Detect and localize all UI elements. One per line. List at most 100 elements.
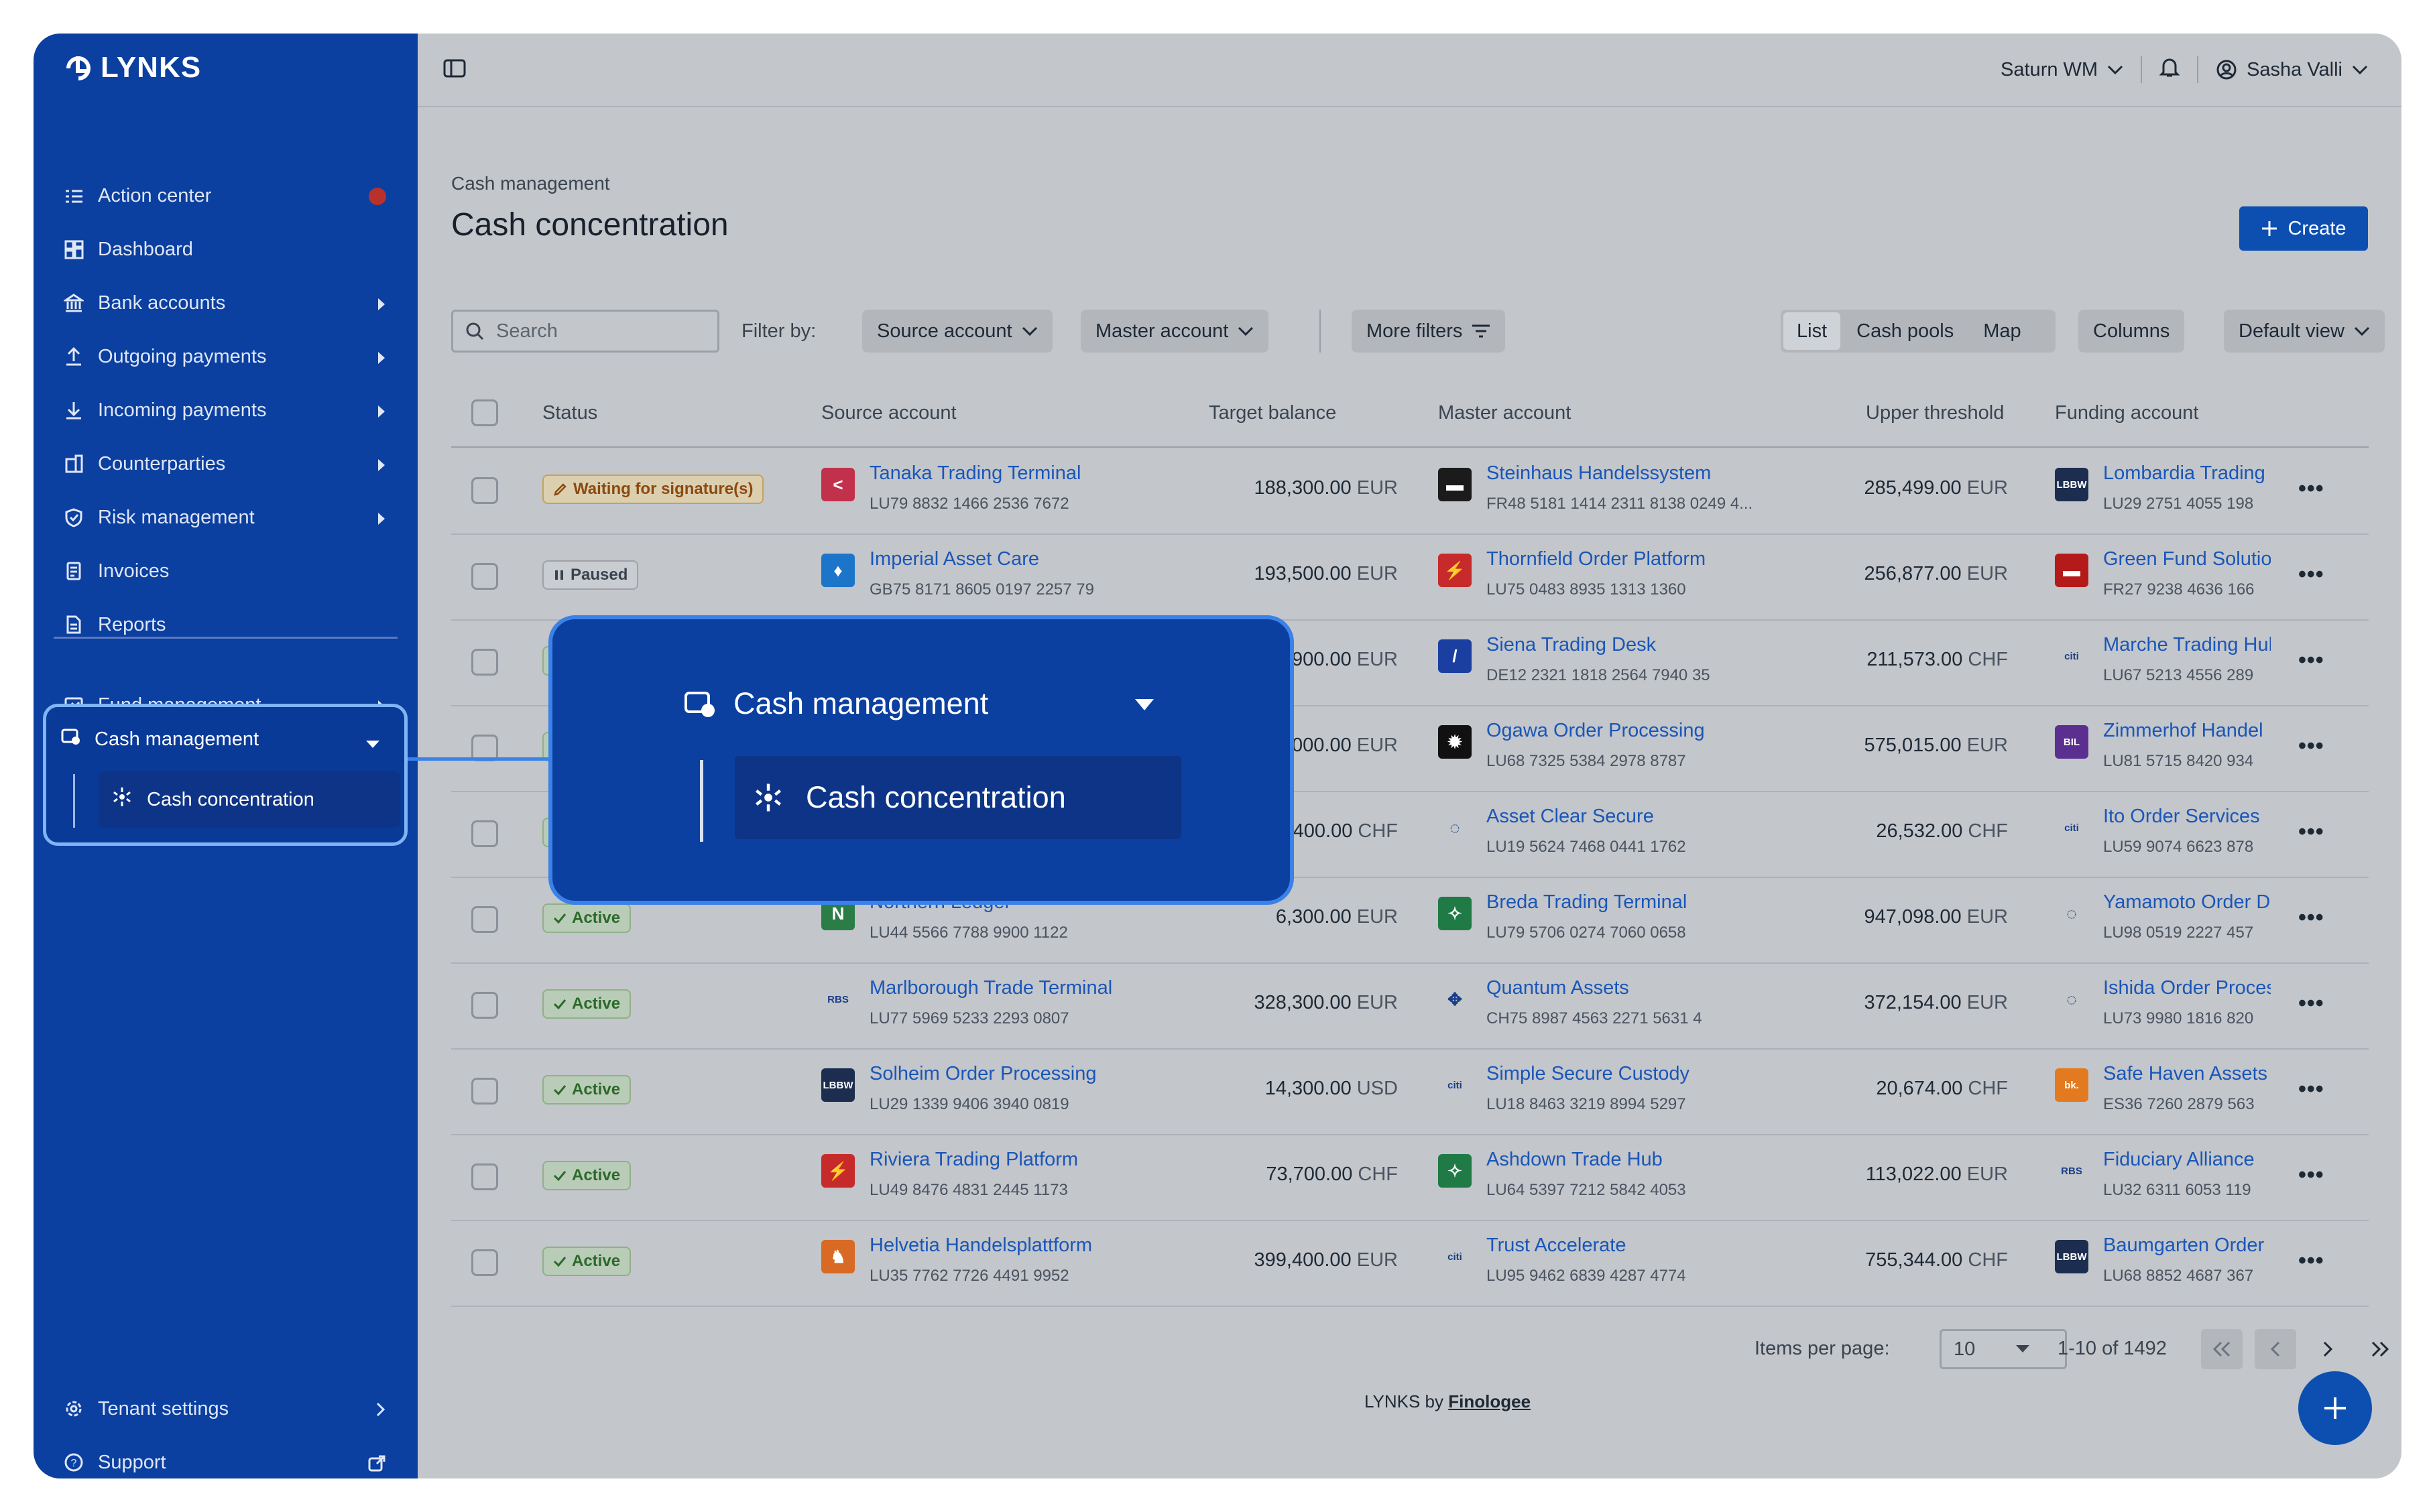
row-actions-menu-icon[interactable]: •••	[2298, 1076, 2324, 1102]
source-account-link[interactable]: Imperial Asset Care	[870, 548, 1040, 570]
master-account-filter[interactable]: Master account	[1081, 310, 1269, 353]
brand-logo[interactable]: LYNKS	[63, 51, 201, 84]
master-account-link[interactable]: Steinhaus Handelssystem	[1486, 462, 1712, 484]
column-header-master-account[interactable]: Master account	[1438, 402, 1571, 424]
user-menu[interactable]: Sasha Valli	[2216, 59, 2368, 81]
first-page-button[interactable]	[2201, 1329, 2243, 1369]
row-actions-menu-icon[interactable]: •••	[2298, 733, 2324, 759]
master-account-link[interactable]: Ogawa Order Processing	[1486, 720, 1705, 741]
organization-switcher[interactable]: Saturn WM	[2001, 59, 2123, 81]
funding-account-link[interactable]: Green Fund Solutions	[2103, 548, 2271, 570]
row-actions-menu-icon[interactable]: •••	[2298, 1162, 2324, 1188]
table-row[interactable]: Active LBBW Solheim Order Processing LU29 1…	[451, 1048, 2369, 1135]
table-row[interactable]: Waiting for signature(s) < Tanaka Trading …	[451, 448, 2369, 535]
funding-account-link[interactable]: Ito Order Services	[2103, 806, 2260, 827]
funding-account-link[interactable]: Baumgarten Order	[2103, 1235, 2265, 1256]
sidebar-item-label: Dashboard	[98, 238, 193, 260]
funding-account-link[interactable]: Yamamoto Order Desk	[2103, 891, 2271, 913]
sidebar-item-cash-concentration[interactable]: Cash concentration	[99, 771, 400, 828]
previous-page-button[interactable]	[2255, 1329, 2296, 1369]
column-header-target-balance[interactable]: Target balance	[1209, 402, 1337, 424]
row-checkbox[interactable]	[471, 906, 498, 933]
row-actions-menu-icon[interactable]: •••	[2298, 819, 2324, 844]
sidebar-item-outgoing-payments[interactable]: Outgoing payments	[63, 336, 398, 377]
funding-account-link[interactable]: Fiduciary Alliance	[2103, 1149, 2255, 1170]
bank-logo-icon: RBS	[821, 983, 855, 1016]
funding-account-link[interactable]: Ishida Order Processing	[2103, 977, 2271, 999]
source-account-link[interactable]: Solheim Order Processing	[870, 1063, 1097, 1084]
master-account-link[interactable]: Simple Secure Custody	[1486, 1063, 1690, 1084]
sidebar-item-risk-management[interactable]: Risk management	[63, 497, 398, 538]
row-checkbox[interactable]	[471, 649, 498, 676]
master-account-link[interactable]: Thornfield Order Platform	[1486, 548, 1706, 570]
row-checkbox[interactable]	[471, 1249, 498, 1276]
source-account-link[interactable]: Helvetia Handelsplattform	[870, 1235, 1093, 1256]
table-row[interactable]: Active ⚡ Riviera Trading Platform LU49 8476…	[451, 1134, 2369, 1221]
next-page-button[interactable]	[2307, 1329, 2349, 1369]
bell-icon[interactable]	[2159, 56, 2180, 83]
more-filters-button[interactable]: More filters	[1352, 310, 1506, 353]
sidebar-group-cash-management[interactable]: Cash management Cash concentration	[43, 704, 408, 846]
table-row[interactable]: Active ♞ Helvetia Handelsplattform LU35 776…	[451, 1220, 2369, 1307]
row-checkbox[interactable]	[471, 992, 498, 1019]
funding-account-link[interactable]: Lombardia Trading	[2103, 462, 2265, 484]
row-actions-menu-icon[interactable]: •••	[2298, 647, 2324, 673]
funding-account-cell: Ito Order Services LU59 9074 6623 878	[2103, 806, 2271, 859]
master-account-link[interactable]: Breda Trading Terminal	[1486, 891, 1687, 913]
sidebar-item-invoices[interactable]: Invoices	[63, 551, 398, 591]
last-page-button[interactable]	[2359, 1329, 2401, 1369]
sidebar-item-counterparties[interactable]: Counterparties	[63, 444, 398, 484]
row-checkbox[interactable]	[471, 1078, 498, 1105]
row-checkbox[interactable]	[471, 1163, 498, 1190]
table-row[interactable]: Paused ♦ Imperial Asset Care GB75 8171 8605…	[451, 533, 2369, 621]
column-header-status[interactable]: Status	[542, 402, 598, 424]
row-checkbox[interactable]	[471, 820, 498, 847]
column-header-funding-account[interactable]: Funding account	[2055, 402, 2199, 424]
sidebar-item-incoming-payments[interactable]: Incoming payments	[63, 390, 398, 430]
select-all-checkbox[interactable]	[471, 399, 498, 426]
row-actions-menu-icon[interactable]: •••	[2298, 562, 2324, 587]
source-account-link[interactable]: Tanaka Trading Terminal	[870, 462, 1081, 484]
columns-button[interactable]: Columns	[2078, 310, 2185, 353]
funding-account-link[interactable]: Safe Haven Assets	[2103, 1063, 2268, 1084]
master-account-link[interactable]: Trust Accelerate	[1486, 1235, 1626, 1256]
sidebar-item-bank-accounts[interactable]: Bank accounts	[63, 283, 398, 323]
master-account-link[interactable]: Quantum Assets	[1486, 977, 1629, 999]
row-actions-menu-icon[interactable]: •••	[2298, 1248, 2324, 1273]
sidebar-item-cash-management[interactable]: Cash management	[61, 719, 390, 759]
table-row[interactable]: Active RBS Marlborough Trade Terminal LU77 …	[451, 962, 2369, 1050]
row-actions-menu-icon[interactable]: •••	[2298, 476, 2324, 501]
items-per-page-select[interactable]: 10	[1940, 1329, 2067, 1369]
sidebar-item-dashboard[interactable]: Dashboard	[63, 229, 398, 269]
chevron-down-icon	[1022, 326, 1037, 336]
view-tab-map[interactable]: Map	[1983, 320, 2021, 342]
view-tab-list[interactable]: List	[1783, 312, 1841, 350]
sidebar-item-reports[interactable]: Reports	[63, 605, 398, 645]
funding-account-link[interactable]: Zimmerhof Handel	[2103, 720, 2263, 741]
create-button[interactable]: Create	[2239, 206, 2368, 251]
bank-logo-icon: ◌	[2055, 983, 2088, 1016]
default-view-select[interactable]: Default view	[2224, 310, 2385, 353]
funding-account-link[interactable]: Marche Trading Hub	[2103, 634, 2271, 655]
row-checkbox[interactable]	[471, 563, 498, 590]
row-actions-menu-icon[interactable]: •••	[2298, 991, 2324, 1016]
breadcrumb[interactable]: Cash management	[451, 173, 610, 194]
master-account-link[interactable]: Asset Clear Secure	[1486, 806, 1654, 827]
floating-add-button[interactable]	[2298, 1371, 2372, 1445]
sidebar-item-action-center[interactable]: Action center	[63, 176, 398, 216]
column-header-upper-threshold[interactable]: Upper threshold	[1866, 402, 2005, 424]
master-account-link[interactable]: Siena Trading Desk	[1486, 634, 1657, 655]
search-input[interactable]: Search	[451, 310, 719, 353]
sidebar-item-support[interactable]: ? Support	[63, 1442, 398, 1478]
column-header-source-account[interactable]: Source account	[821, 402, 957, 424]
source-account-link[interactable]: Marlborough Trade Terminal	[870, 977, 1113, 999]
sidebar-item-tenant-settings[interactable]: Tenant settings	[63, 1389, 398, 1429]
view-tab-cash-pools[interactable]: Cash pools	[1856, 320, 1954, 342]
source-account-link[interactable]: Riviera Trading Platform	[870, 1149, 1079, 1170]
master-account-link[interactable]: Ashdown Trade Hub	[1486, 1149, 1663, 1170]
footer-company-link[interactable]: Finologee	[1448, 1391, 1531, 1411]
source-account-filter[interactable]: Source account	[862, 310, 1053, 353]
toggle-sidebar-icon[interactable]	[443, 59, 466, 81]
row-actions-menu-icon[interactable]: •••	[2298, 905, 2324, 930]
row-checkbox[interactable]	[471, 477, 498, 504]
